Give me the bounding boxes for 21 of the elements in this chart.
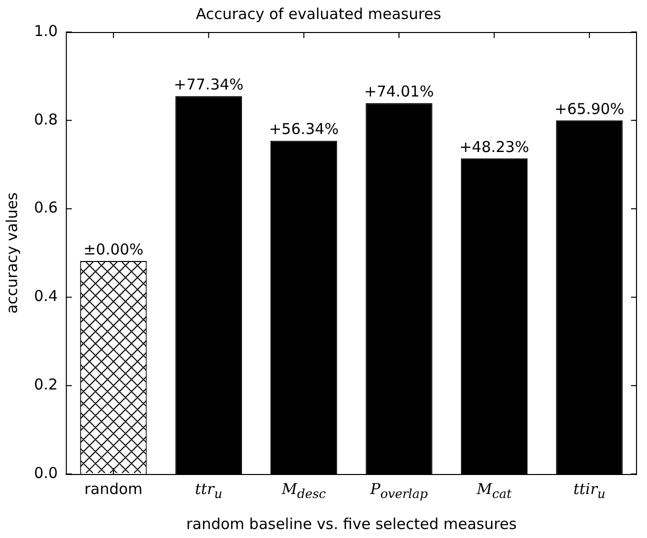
y-axis-title: accuracy values [2,192,21,314]
x-tick-label: ttr$_{u}$ [194,480,222,503]
y-tick-label: 0.8 [34,110,58,128]
annotation: +65.90% [554,100,624,118]
y-tick-label: 0.0 [34,464,58,482]
x-tick-label: P$_{overlap}$ [370,480,428,503]
y-tick-label: 1.0 [34,22,58,40]
y-tick-label: 0.4 [34,287,58,306]
annotation: ±0.00% [83,240,144,258]
annotation: +74.01% [364,82,434,101]
annotation: +77.34% [174,75,244,94]
y-tick-label: 0.2 [34,375,58,394]
annotation: +48.23% [459,138,530,156]
chart-title: Accuracy of evaluated measures [196,4,442,23]
y-tick-label: 0.6 [34,198,58,217]
annotation: +56.34% [268,120,339,138]
x-tick-label: random [84,480,143,498]
x-tick-label: M$_{cat}$ [476,480,512,503]
x-tick-label: ttir$_{u}$ [573,480,606,503]
x-tick-label: M$_{desc}$ [282,480,326,503]
x-axis-title: random baseline vs. five selected measures [186,514,517,533]
